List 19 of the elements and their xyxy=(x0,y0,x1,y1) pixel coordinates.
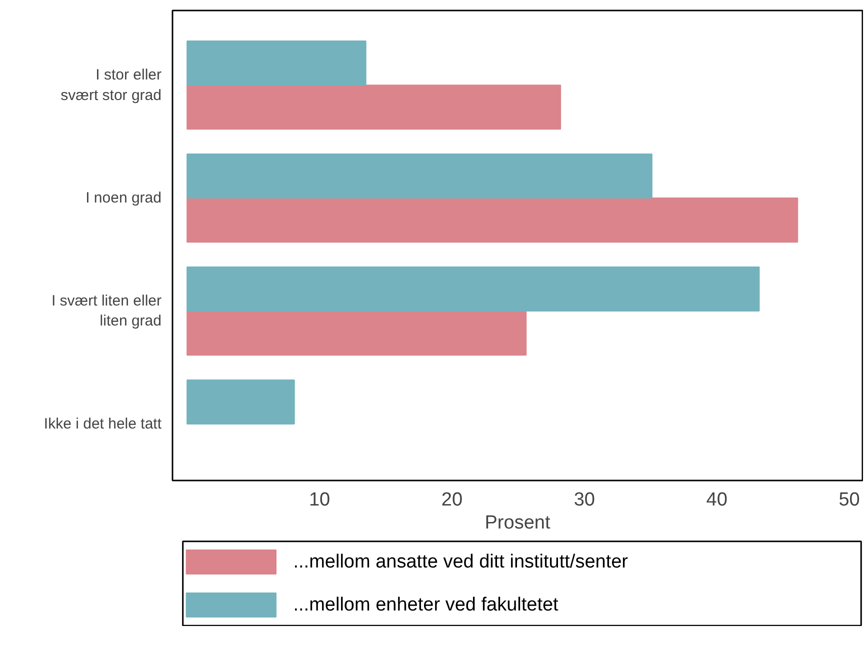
y-tick-label: I noen grad xyxy=(86,190,162,207)
y-tick-label: Ikke i det hele tatt xyxy=(44,416,162,433)
x-tick-label: 10 xyxy=(308,490,330,510)
bar xyxy=(186,153,652,199)
x-tick-label: 50 xyxy=(838,490,860,510)
bar xyxy=(186,198,798,243)
x-tick-label: 40 xyxy=(706,490,728,510)
bar xyxy=(186,266,760,312)
bar xyxy=(186,40,366,86)
bar xyxy=(186,310,527,356)
x-axis-title: Prosent xyxy=(484,512,551,534)
y-tick-label: I stor eller svært stor grad xyxy=(60,66,162,104)
y-tick-label: I svært liten eller liten grad xyxy=(51,292,162,330)
legend-label: ...mellom enheter ved fakultetet xyxy=(293,594,560,616)
bar xyxy=(186,379,295,425)
x-tick-label: 30 xyxy=(574,490,595,510)
x-tick-label: 20 xyxy=(441,490,463,510)
bar xyxy=(186,84,562,130)
legend-label: ...mellom ansatte ved ditt institutt/senter xyxy=(293,552,629,572)
